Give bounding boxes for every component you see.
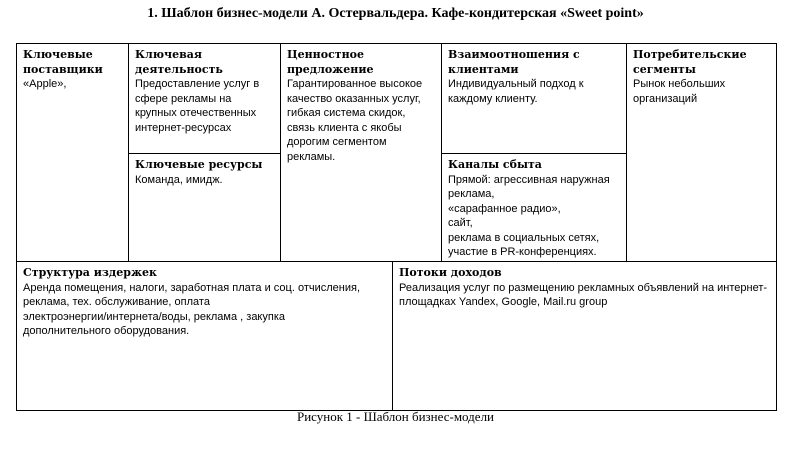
text: Рынок небольших организаций (633, 78, 726, 105)
heading: Ключевые поставщики (23, 48, 103, 76)
cell-key-activities: Ключевая деятельность Предоставление усл… (128, 43, 281, 154)
text: Гарантированное высокое качество оказанн… (287, 78, 423, 163)
cell-value-proposition: Ценностное предложение Гарантированное в… (280, 43, 442, 262)
heading: Ценностное предложение (287, 48, 374, 76)
text: Аренда помещения, налоги, заработная пла… (23, 281, 361, 338)
figure-caption: Рисунок 1 - Шаблон бизнес-модели (296, 409, 495, 424)
text: Индивидуальный подход к каждому клиенту. (448, 78, 584, 105)
heading: Ключевая деятельность (135, 48, 223, 76)
cell-channels: Каналы сбыта Прямой: агрессивная наружна… (441, 153, 627, 262)
text: Реализация услуг по размещению рекламных… (399, 281, 768, 309)
text: Предоставление услуг в сфере рекламы на … (135, 78, 260, 134)
cell-customer-relationships: Взаимоотношения с клиентами Индивидуальн… (441, 43, 627, 154)
cell-revenue-streams: Потоки доходов Реализация услуг по разме… (392, 261, 777, 411)
heading: Потоки доходов (399, 266, 502, 279)
cell-cost-structure: Структура издержек Аренда помещения, нал… (16, 261, 393, 411)
heading: Ключевые ресурсы (135, 158, 263, 171)
cell-key-resources: Ключевые ресурсы Команда, имидж. (128, 153, 281, 262)
heading: Каналы сбыта (448, 158, 542, 171)
text: Прямой: агрессивная наружная реклама, «с… (448, 173, 610, 259)
cell-customer-segments: Потребительские сегменты Рынок небольших… (626, 43, 777, 262)
document-title: 1. Шаблон бизнес-модели А. Остервальдера… (147, 6, 644, 21)
heading: Потребительские сегменты (633, 48, 747, 76)
heading: Структура издержек (23, 266, 158, 279)
cell-key-partners: Ключевые поставщики «Apple», (16, 43, 129, 262)
text: «Apple», (23, 78, 67, 90)
text: Команда, имидж. (135, 173, 223, 186)
heading: Взаимоотношения с клиентами (448, 48, 580, 76)
